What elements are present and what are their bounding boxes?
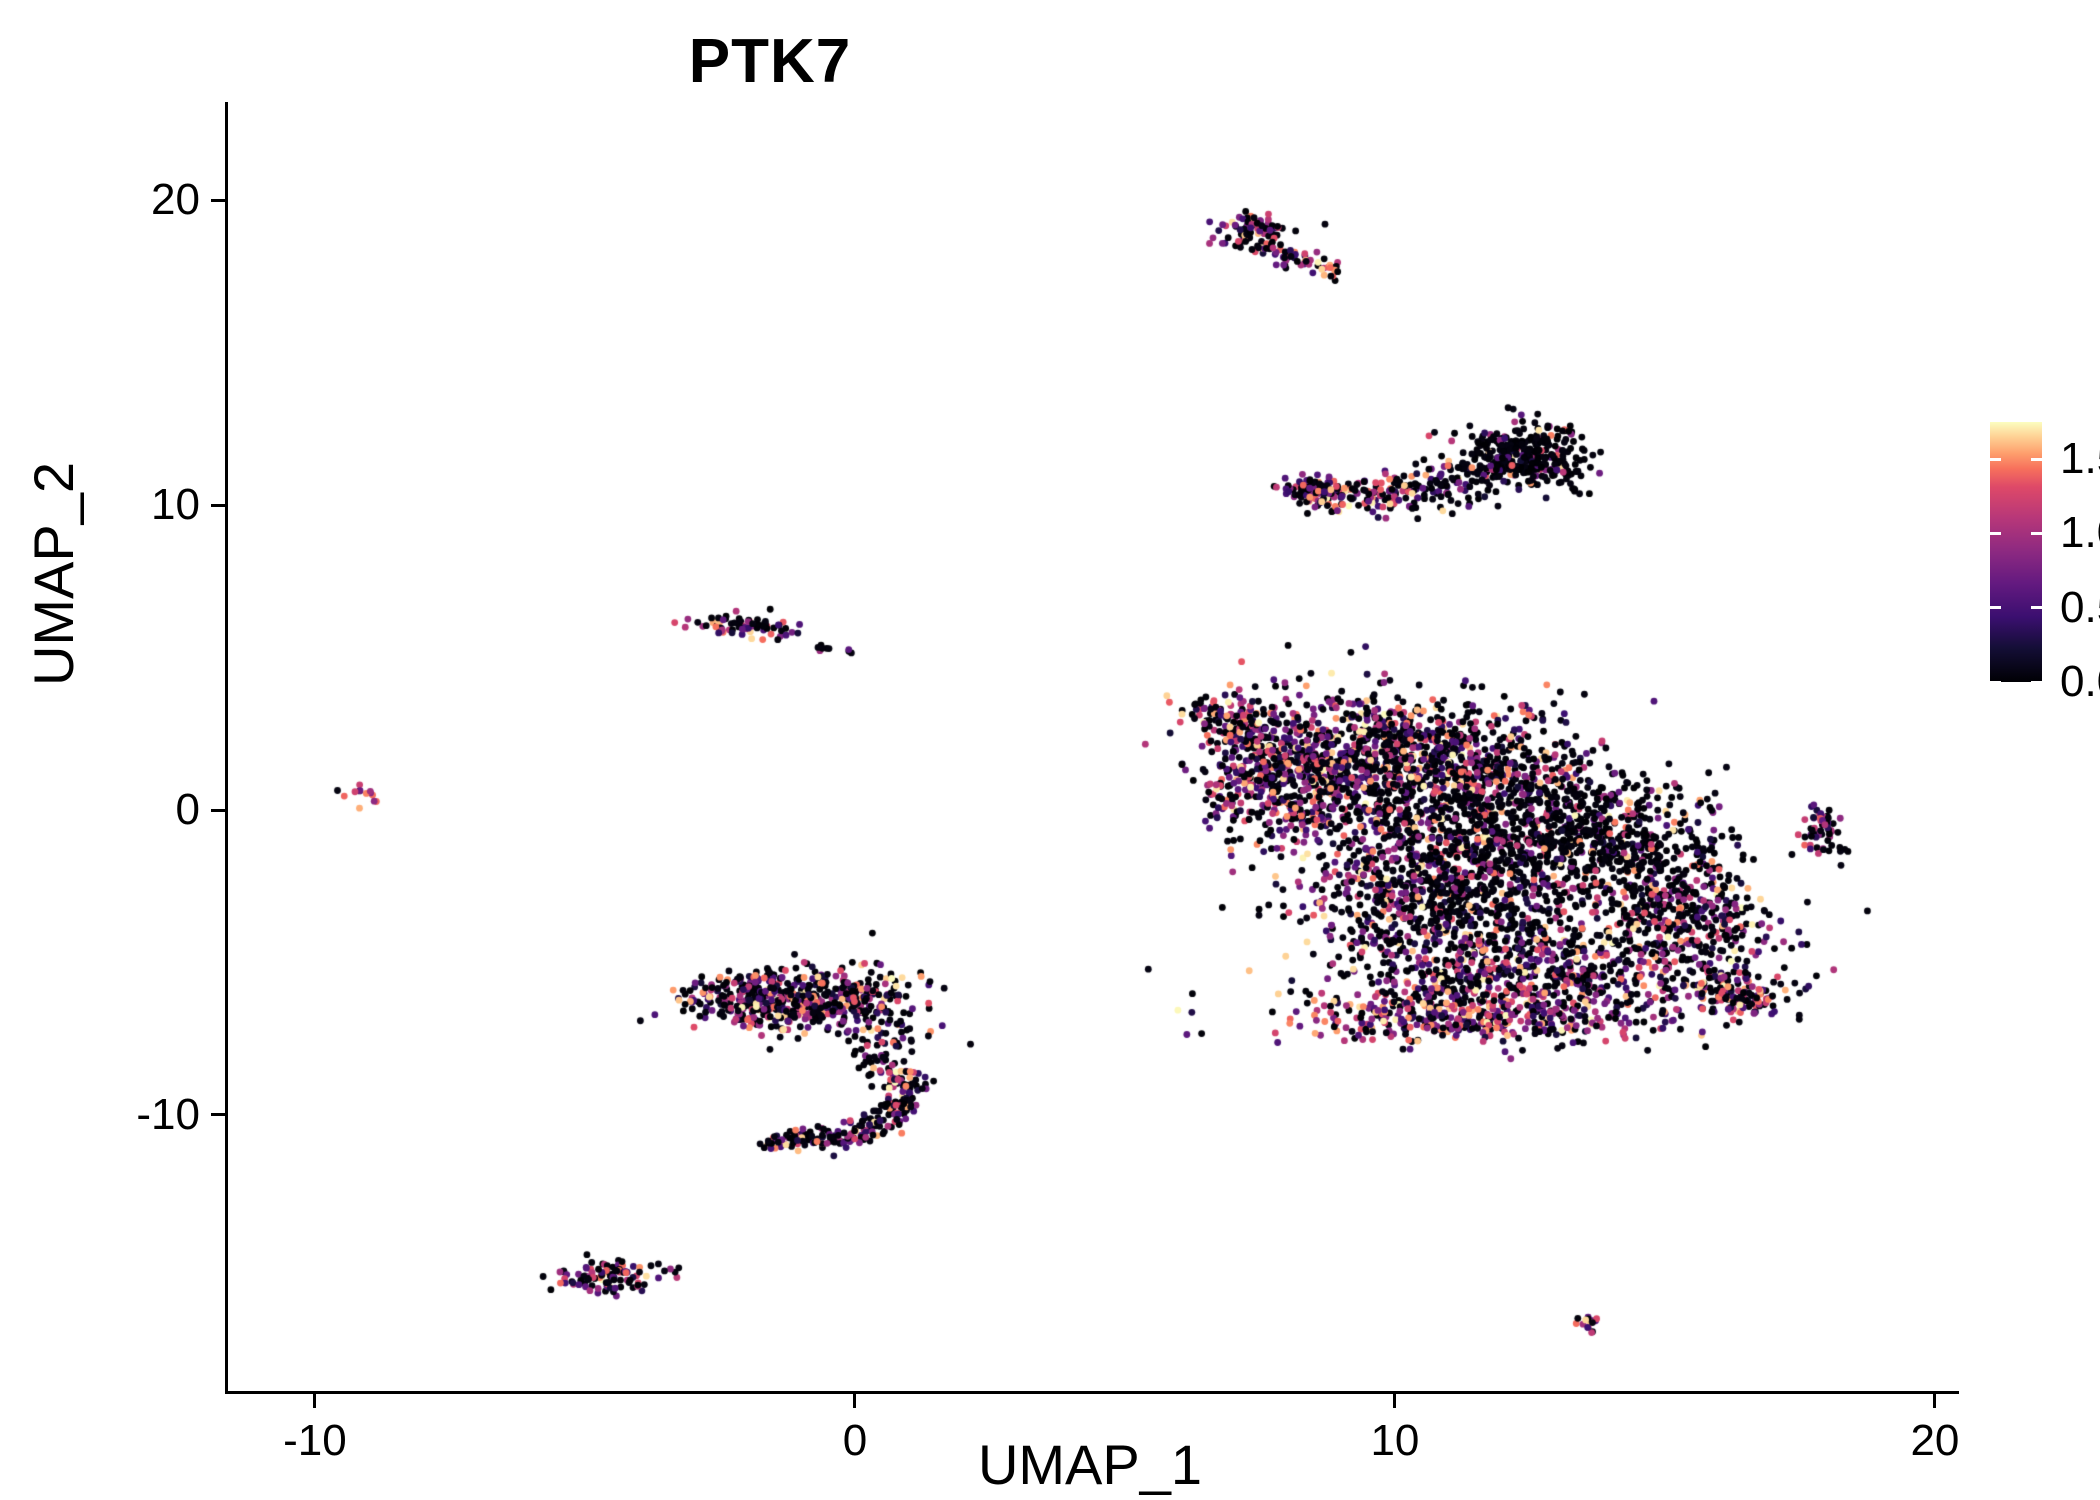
colorbar-tick-mark [1990,680,2001,684]
colorbar-tick-mark [2031,457,2042,461]
plot-panel [228,104,1956,1391]
colorbar-tick-mark [2031,606,2042,610]
x-tick-label: 20 [1910,1416,1960,1465]
x-tick-mark [313,1394,317,1408]
x-tick-label: 10 [1370,1416,1420,1465]
colorbar-tick-label: 0.0 [2060,657,2100,706]
x-tick-label: -10 [283,1416,347,1465]
y-tick-label: -10 [136,1089,200,1139]
y-tick-mark [211,198,225,202]
x-tick-mark [1933,1394,1937,1408]
colorbar-tick-mark [2031,531,2042,535]
x-axis-line [225,1391,1959,1394]
x-tick-label: 0 [842,1416,868,1465]
y-tick-label: 10 [151,480,200,530]
colorbar-gradient [1990,422,2042,682]
y-tick-mark [211,1113,225,1117]
y-tick-label: 20 [151,175,200,225]
y-tick-mark [211,503,225,507]
y-tick-label: 0 [175,785,200,835]
x-tick-mark [1393,1394,1397,1408]
plot-title: PTK7 [688,27,852,96]
x-axis-label: UMAP_1 [977,1433,1203,1496]
umap-scatter-canvas [228,104,1956,1391]
x-tick-mark [853,1394,857,1408]
colorbar-tick-mark [2031,680,2042,684]
colorbar-tick-label: 0.5 [2060,582,2100,632]
colorbar-tick-mark [1990,457,2001,461]
colorbar-tick-mark [1990,606,2001,610]
colorbar-tick-mark [1990,531,2001,535]
y-tick-mark [211,808,225,812]
y-axis-line [225,102,228,1394]
colorbar-tick-label: 1.0 [2060,508,2100,558]
y-axis-label: UMAP_2 [22,461,85,687]
colorbar-tick-label: 1.5 [2060,434,2100,484]
